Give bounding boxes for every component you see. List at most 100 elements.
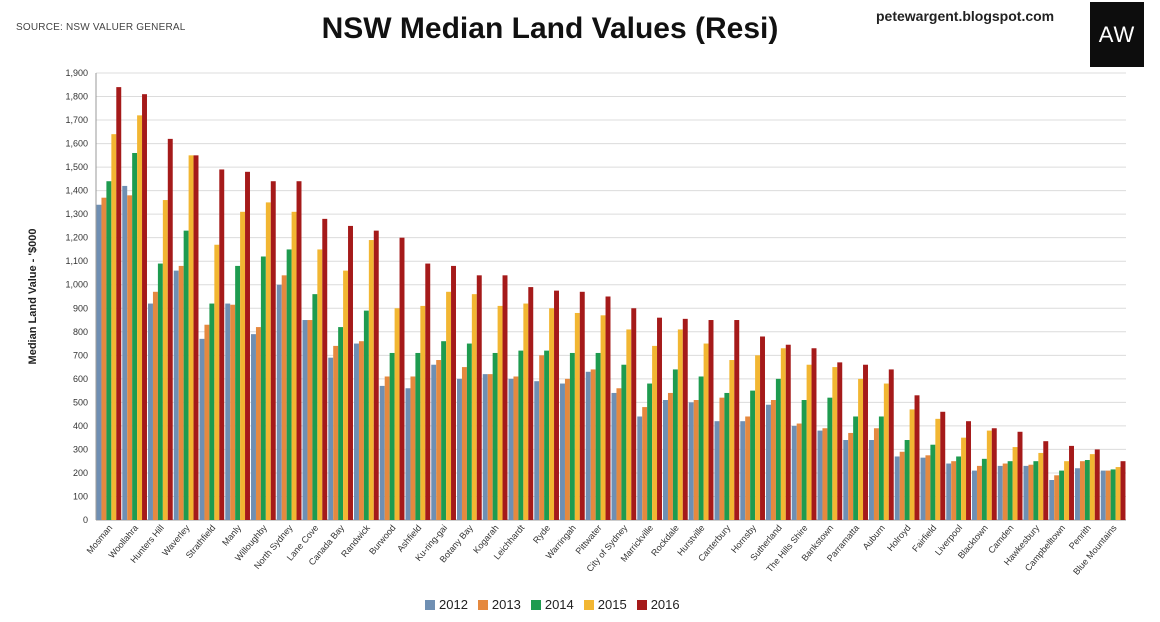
x-tick-label: Holroyd xyxy=(885,523,913,553)
bar-2012 xyxy=(1023,465,1029,520)
bar-2016 xyxy=(760,336,765,520)
bar-2015 xyxy=(909,409,915,520)
bar-2012 xyxy=(431,364,437,520)
bar-2016 xyxy=(219,169,225,521)
bar-2016 xyxy=(966,421,971,520)
bar-2012 xyxy=(637,416,643,520)
legend-item: 2016 xyxy=(636,597,680,612)
bar-2016 xyxy=(373,230,379,520)
bar-2013 xyxy=(590,369,596,520)
legend-label: 2012 xyxy=(439,597,468,612)
bar-2013 xyxy=(642,407,648,520)
bar-2015 xyxy=(986,430,992,520)
bar-2015 xyxy=(961,437,967,520)
bar-2014 xyxy=(750,390,756,520)
bar-2015 xyxy=(1089,454,1095,520)
bar-2014 xyxy=(981,458,987,520)
bar-2014 xyxy=(312,294,318,520)
x-tick-label: Burwood xyxy=(367,523,397,557)
bar-2014 xyxy=(647,383,653,520)
bar-2013 xyxy=(822,428,828,520)
bar-2016 xyxy=(708,320,714,520)
y-tick-label: 500 xyxy=(73,397,88,407)
bar-2014 xyxy=(106,181,112,520)
y-tick-label: 700 xyxy=(73,350,88,360)
bar-2015 xyxy=(600,315,606,520)
bar-2012 xyxy=(817,430,823,520)
bar-2014 xyxy=(878,416,884,520)
bar-2012 xyxy=(1075,468,1080,520)
y-tick-label: 900 xyxy=(73,303,88,313)
bar-2016 xyxy=(245,171,250,520)
bar-2015 xyxy=(188,155,194,520)
bar-2013 xyxy=(513,376,519,520)
chart-title: NSW Median Land Values (Resi) xyxy=(321,12,779,45)
bar-2013 xyxy=(152,291,158,520)
bar-2015 xyxy=(162,200,168,520)
bar-2015 xyxy=(265,202,271,521)
bar-2012 xyxy=(740,421,746,520)
bar-2016 xyxy=(888,369,894,520)
bar-2016 xyxy=(734,320,740,520)
bar-2012 xyxy=(946,463,952,520)
legend-swatch xyxy=(530,599,541,610)
bar-2013 xyxy=(1028,464,1034,520)
bar-2016 xyxy=(502,275,508,520)
bar-2013 xyxy=(384,376,390,520)
y-tick-label: 1,100 xyxy=(65,256,88,266)
bar-2012 xyxy=(508,378,514,520)
bar-2016 xyxy=(940,411,946,520)
legend-label: 2016 xyxy=(650,597,680,612)
y-tick-label: 1,800 xyxy=(65,92,88,102)
bar-2015 xyxy=(935,418,941,520)
bar-2015 xyxy=(214,244,220,520)
bar-2015 xyxy=(677,329,683,520)
bar-2016 xyxy=(451,265,456,520)
bar-2015 xyxy=(446,291,452,520)
bar-2013 xyxy=(564,378,570,520)
bar-2014 xyxy=(569,352,575,520)
bar-2016 xyxy=(167,138,173,520)
bar-2013 xyxy=(770,400,776,520)
bar-2012 xyxy=(560,383,565,520)
bar-2014 xyxy=(724,392,730,520)
bar-2014 xyxy=(441,341,447,520)
y-tick-label: 400 xyxy=(73,421,88,431)
bar-2016 xyxy=(1043,441,1049,520)
bar-2013 xyxy=(1079,461,1085,520)
bar-2014 xyxy=(801,400,807,520)
x-tick-label: Auburn xyxy=(861,523,887,552)
bar-2014 xyxy=(389,352,395,520)
bar-2012 xyxy=(534,381,540,520)
bar-2012 xyxy=(199,338,205,520)
bar-2016 xyxy=(399,237,405,520)
bar-2013 xyxy=(976,465,982,520)
bar-2013 xyxy=(539,355,545,520)
bar-2016 xyxy=(605,296,611,520)
y-tick-label: 600 xyxy=(73,374,88,384)
bar-2015 xyxy=(317,249,323,520)
bar-2015 xyxy=(755,355,761,520)
bar-2013 xyxy=(719,397,725,520)
bar-2015 xyxy=(883,383,889,520)
bar-2015 xyxy=(1038,452,1044,520)
bar-2016 xyxy=(631,308,637,520)
bar-2015 xyxy=(471,294,477,520)
bar-2016 xyxy=(116,87,122,521)
bar-2014 xyxy=(132,152,138,520)
bar-2012 xyxy=(302,320,308,520)
legend-item: 2013 xyxy=(477,597,521,612)
bar-2016 xyxy=(554,290,559,520)
bar-2016 xyxy=(863,364,868,520)
bar-2012 xyxy=(405,388,411,520)
bar-2016 xyxy=(476,275,482,520)
bar-2014 xyxy=(853,416,859,520)
legend-label: 2013 xyxy=(491,597,521,612)
bar-2013 xyxy=(487,374,493,520)
bar-2013 xyxy=(410,376,416,520)
bar-2013 xyxy=(436,360,442,520)
bar-2012 xyxy=(251,334,256,520)
bar-2013 xyxy=(616,388,622,520)
bar-2016 xyxy=(142,94,147,521)
